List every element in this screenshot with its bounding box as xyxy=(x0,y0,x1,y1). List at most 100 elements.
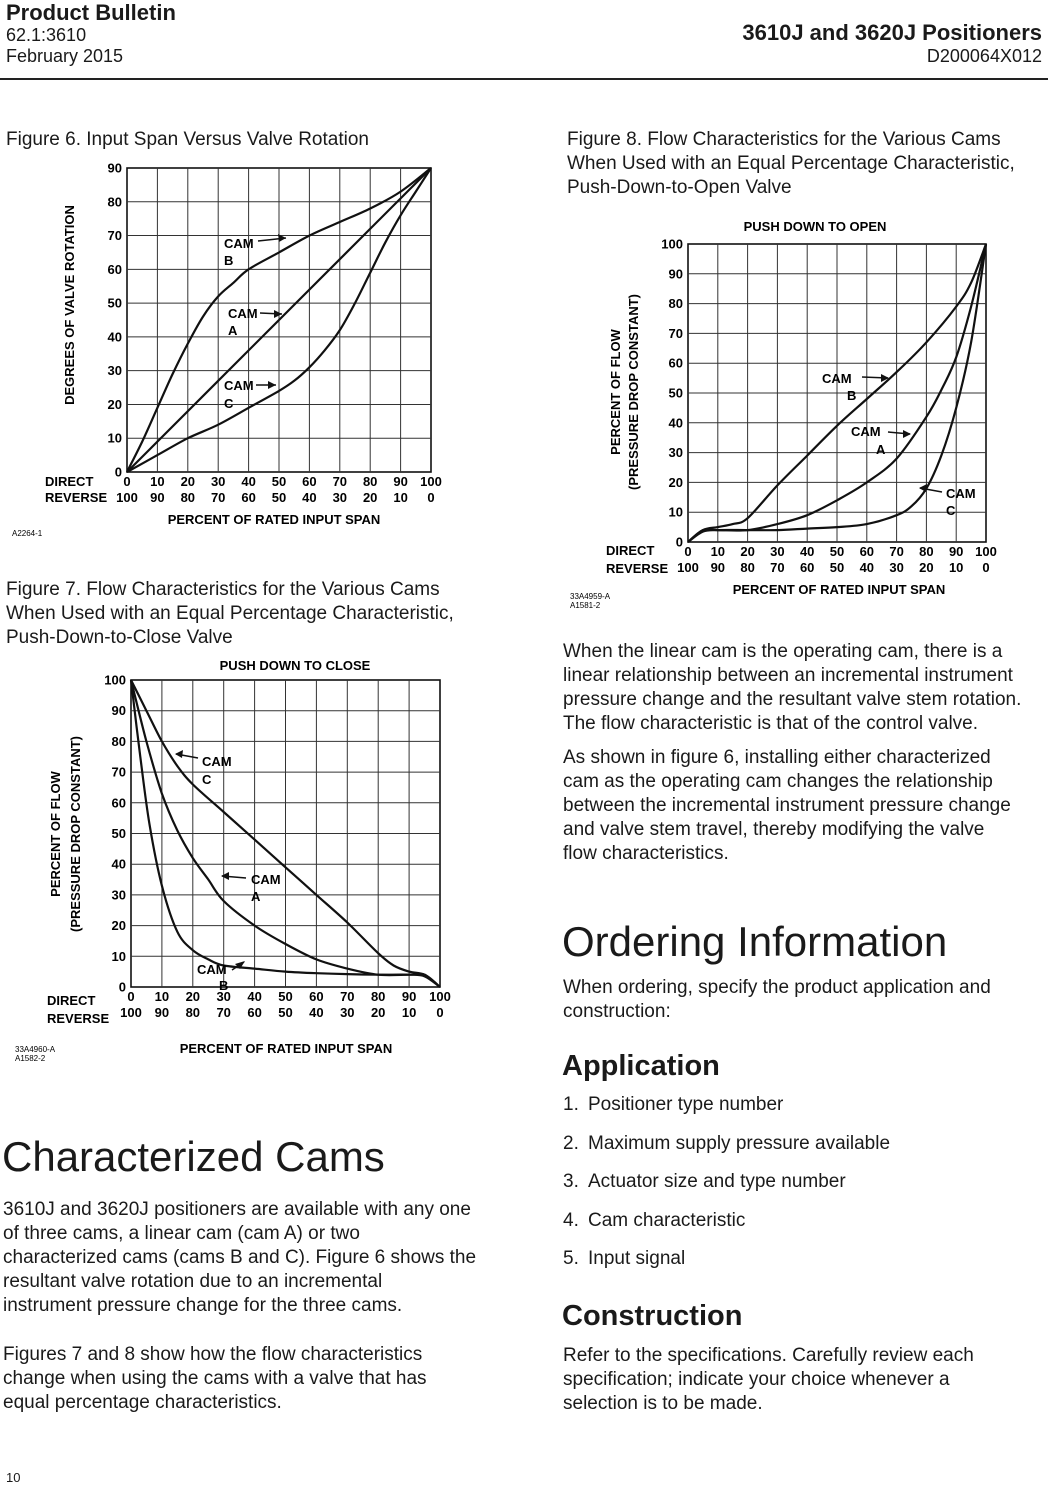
text-line: between the incremental instrument press… xyxy=(563,795,1011,816)
figure8-chart: PUSH DOWN TO OPEN 0100109020803070406050… xyxy=(570,219,997,610)
figure7-cam-b-letter: B xyxy=(219,978,228,993)
figure7-ticks: 0100109020803070406050506040703080209010… xyxy=(104,673,451,1021)
x-tick-direct: 0 xyxy=(127,989,134,1004)
figure7-caption: Figure 7. Flow Characteristics for the V… xyxy=(6,578,454,650)
x-tick-reverse: 100 xyxy=(120,1005,142,1020)
x-tick-direct: 50 xyxy=(830,544,844,559)
figure6-cam-a-letter: A xyxy=(228,323,238,338)
x-tick-reverse: 60 xyxy=(800,560,814,575)
series-line-cam-c xyxy=(130,679,441,988)
y-tick: 80 xyxy=(669,296,683,311)
figure6-cam-b-letter: B xyxy=(224,253,233,268)
figure8-cam-c-label: CAM xyxy=(946,486,976,501)
text-line: characterized cams (cams B and C). Figur… xyxy=(3,1247,477,1268)
figure8-caption: Figure 8. Flow Characteristics for the V… xyxy=(567,128,1015,200)
series-line-cam-a xyxy=(126,167,432,473)
x-tick-direct: 60 xyxy=(860,544,874,559)
text-line: specification; indicate your choice when… xyxy=(563,1369,950,1390)
figure7-cam-a-letter: A xyxy=(251,889,261,904)
y-tick: 90 xyxy=(112,703,126,718)
figure6-code: A2264-1 xyxy=(12,529,43,538)
figure8-code-2: A1581-2 xyxy=(570,601,601,610)
text-line: equal percentage characteristics. xyxy=(3,1392,282,1413)
x-tick-reverse: 60 xyxy=(241,490,255,505)
figure8-grid xyxy=(687,243,987,543)
x-tick-direct: 60 xyxy=(309,989,323,1004)
x-tick-direct: 80 xyxy=(363,474,377,489)
figure6-cam-c-label: CAM xyxy=(224,378,254,393)
x-tick-direct: 100 xyxy=(429,989,451,1004)
ordering-intro: When ordering, specify the product appli… xyxy=(563,976,991,1024)
x-tick-direct: 0 xyxy=(684,544,691,559)
figure8-y-axis-label-2: (PRESSURE DROP CONSTANT) xyxy=(626,294,641,490)
y-tick: 20 xyxy=(108,397,122,412)
x-tick-direct: 80 xyxy=(371,989,385,1004)
x-tick-direct: 30 xyxy=(211,474,225,489)
figure6-ticks: 0100109020803070406050506040703080209010… xyxy=(108,161,442,506)
figure8-reverse-label: REVERSE xyxy=(606,561,668,576)
y-tick: 10 xyxy=(669,505,683,520)
x-tick-reverse: 80 xyxy=(740,560,754,575)
figure8-x-axis-label: PERCENT OF RATED INPUT SPAN xyxy=(733,582,946,597)
y-tick: 80 xyxy=(108,194,122,209)
x-tick-direct: 40 xyxy=(800,544,814,559)
series-line-cam-c xyxy=(687,243,988,543)
x-tick-direct: 10 xyxy=(150,474,164,489)
x-tick-reverse: 0 xyxy=(436,1005,443,1020)
x-tick-direct: 50 xyxy=(278,989,292,1004)
figure7-chart: PUSH DOWN TO CLOSE 010010902080307040605… xyxy=(15,658,451,1063)
y-tick: 70 xyxy=(108,228,122,243)
figure6-y-axis-label: DEGREES OF VALVE ROTATION xyxy=(62,205,77,405)
figure7-caption-line1: Figure 7. Flow Characteristics for the V… xyxy=(6,579,440,600)
figure6-cam-b-label: CAM xyxy=(224,236,254,251)
x-tick-direct: 90 xyxy=(949,544,963,559)
x-tick-direct: 90 xyxy=(402,989,416,1004)
y-tick: 10 xyxy=(112,949,126,964)
list-item: 3. Actuator size and type number xyxy=(563,1171,846,1193)
x-tick-direct: 20 xyxy=(740,544,754,559)
characterized-cams-paragraph-2: Figures 7 and 8 show how the flow charac… xyxy=(3,1343,427,1415)
figure7-cam-c-letter: C xyxy=(202,772,212,787)
ordering-heading: Ordering Information xyxy=(562,918,948,965)
text-line: linear relationship between an increment… xyxy=(563,665,1013,686)
y-tick: 70 xyxy=(112,765,126,780)
figure7-y-axis-label-2: (PRESSURE DROP CONSTANT) xyxy=(68,736,83,932)
x-tick-direct: 10 xyxy=(711,544,725,559)
series-line-cam-b xyxy=(129,679,441,988)
list-number: 4. xyxy=(563,1210,579,1231)
x-tick-reverse: 30 xyxy=(340,1005,354,1020)
y-tick: 0 xyxy=(676,535,683,550)
y-tick: 0 xyxy=(119,980,126,995)
figure6-cam-c-letter: C xyxy=(224,396,234,411)
x-tick-direct: 20 xyxy=(181,474,195,489)
text-line: instrument pressure change for the three… xyxy=(3,1295,403,1316)
figure8-caption-line1: Figure 8. Flow Characteristics for the V… xyxy=(567,129,1001,150)
characterized-cams-paragraph-1: 3610J and 3620J positioners are availabl… xyxy=(3,1198,476,1318)
list-text: Cam characteristic xyxy=(588,1210,746,1231)
text-line: resultant valve rotation due to an incre… xyxy=(3,1271,383,1292)
x-tick-direct: 50 xyxy=(272,474,286,489)
x-tick-direct: 40 xyxy=(247,989,261,1004)
figure8-direct-label: DIRECT xyxy=(606,543,654,558)
y-tick: 30 xyxy=(669,445,683,460)
x-tick-reverse: 0 xyxy=(982,560,989,575)
x-tick-reverse: 20 xyxy=(371,1005,385,1020)
header-rule xyxy=(0,78,1048,80)
figure7-y-axis-label-1: PERCENT OF FLOW xyxy=(48,770,63,896)
figure7-cam-c-label: CAM xyxy=(202,754,232,769)
figure8-ticks: 0100109020803070406050506040703080209010… xyxy=(661,237,997,576)
y-tick: 100 xyxy=(661,237,683,252)
x-tick-direct: 30 xyxy=(770,544,784,559)
y-tick: 10 xyxy=(108,431,122,446)
x-tick-direct: 30 xyxy=(216,989,230,1004)
x-tick-reverse: 10 xyxy=(393,490,407,505)
text-line: construction: xyxy=(563,1001,671,1022)
list-number: 1. xyxy=(563,1094,579,1115)
bulletin-title: Product Bulletin xyxy=(6,0,176,25)
figure6-reverse-label: REVERSE xyxy=(45,490,107,505)
x-tick-reverse: 70 xyxy=(211,490,225,505)
series-line-cam-c xyxy=(126,167,432,473)
y-tick: 100 xyxy=(104,673,126,688)
x-tick-reverse: 40 xyxy=(860,560,874,575)
construction-paragraph: Refer to the specifications. Carefully r… xyxy=(563,1344,974,1416)
